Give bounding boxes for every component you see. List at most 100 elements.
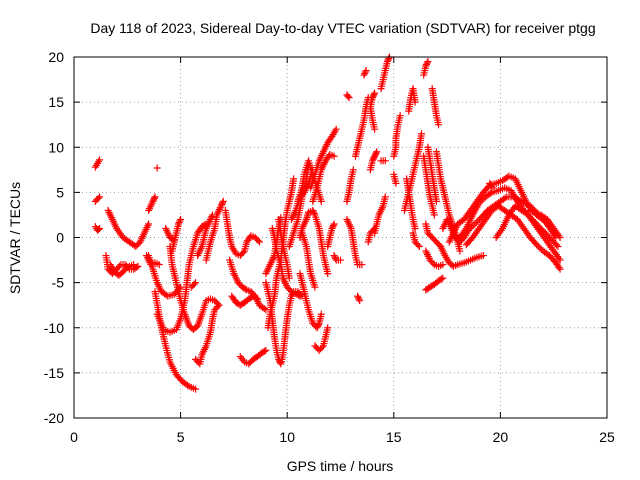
data-point <box>151 193 159 201</box>
data-point <box>423 59 431 67</box>
chart-title: Day 118 of 2023, Sidereal Day-to-day VTE… <box>90 20 595 36</box>
y-axis-label: SDTVAR / TECUs <box>7 182 23 294</box>
data-point <box>474 217 482 225</box>
data-point <box>383 58 391 66</box>
data-point <box>95 225 103 233</box>
series-track-18 <box>194 211 217 260</box>
data-point <box>122 265 130 273</box>
grid <box>74 57 607 418</box>
data-point <box>175 218 183 226</box>
series-track-36 <box>307 125 340 192</box>
data-point <box>371 151 379 159</box>
data-point <box>472 218 480 226</box>
data-point <box>429 259 437 267</box>
data-point <box>369 92 377 100</box>
data-point <box>330 220 338 228</box>
data-point <box>396 112 404 120</box>
series-track-71 <box>492 202 564 264</box>
data-point <box>370 154 378 162</box>
data-point <box>422 61 430 69</box>
data-point <box>475 199 483 207</box>
series-track-35 <box>311 324 332 354</box>
data-point <box>295 291 303 299</box>
data-point <box>356 297 364 305</box>
data-point <box>439 261 447 269</box>
data-point <box>329 221 337 229</box>
series-track-6 <box>106 261 138 279</box>
series-track-38 <box>324 220 338 251</box>
data-point <box>149 197 157 205</box>
series-track-44 <box>351 94 372 160</box>
data-point <box>437 275 445 283</box>
data-point <box>219 197 227 205</box>
series-track-57 <box>405 85 419 115</box>
data-point <box>262 346 270 354</box>
data-point <box>501 194 509 202</box>
data-point <box>207 214 215 222</box>
data-point <box>372 149 380 157</box>
series-track-59 <box>428 85 443 129</box>
data-point <box>337 256 344 264</box>
data-point <box>478 196 486 204</box>
data-point <box>286 286 294 294</box>
data-point <box>361 68 369 76</box>
data-point <box>311 283 319 291</box>
series-track-4 <box>104 206 153 251</box>
y-tick-label: 20 <box>48 49 64 65</box>
data-point <box>331 253 339 261</box>
data-point <box>486 181 494 189</box>
y-tick-label: -10 <box>44 320 64 336</box>
series-track-19 <box>202 197 227 264</box>
series-track-16 <box>187 279 200 291</box>
series-track-41 <box>343 215 366 269</box>
series-track-55 <box>403 175 419 232</box>
data-point <box>94 194 102 202</box>
data-point <box>371 224 379 232</box>
data-point <box>432 197 440 205</box>
data-point <box>477 198 485 206</box>
data-point <box>435 121 443 129</box>
data-point <box>555 264 563 272</box>
series-track-14 <box>166 243 223 334</box>
series-track-49 <box>364 224 379 246</box>
series-track-43 <box>354 292 364 305</box>
data-point <box>290 175 298 183</box>
data-point <box>252 294 260 302</box>
series-track-52 <box>390 170 400 187</box>
data-point <box>354 294 362 302</box>
series-track-72 <box>486 179 496 192</box>
data-point <box>324 324 332 332</box>
data-point <box>317 310 325 318</box>
data-point <box>192 279 200 287</box>
data-point <box>368 94 376 102</box>
series-track-58 <box>420 58 432 79</box>
data-point <box>153 164 161 172</box>
data-point <box>369 226 377 234</box>
data-point <box>215 301 223 309</box>
data-point <box>150 194 158 202</box>
data-point <box>415 243 423 251</box>
series-track-2 <box>91 156 104 171</box>
data-point <box>381 193 389 201</box>
data-point <box>368 157 376 165</box>
series-track-47 <box>366 89 379 133</box>
data-point <box>369 155 377 163</box>
data-point <box>371 152 379 160</box>
data-point <box>317 197 325 205</box>
data-point <box>145 220 153 228</box>
data-point <box>285 274 293 282</box>
x-tick-label: 10 <box>279 429 295 445</box>
series-track-56 <box>409 229 423 251</box>
series-track-32 <box>296 270 325 332</box>
data-point <box>241 285 249 293</box>
data-point <box>330 252 338 260</box>
data-point <box>534 242 542 250</box>
series-track-60 <box>420 152 438 219</box>
series-track-64 <box>422 274 447 294</box>
data-point <box>362 67 370 75</box>
data-point <box>150 196 158 204</box>
y-tick-label: 0 <box>56 230 64 246</box>
series-track-53 <box>390 112 404 160</box>
data-point <box>324 270 332 278</box>
